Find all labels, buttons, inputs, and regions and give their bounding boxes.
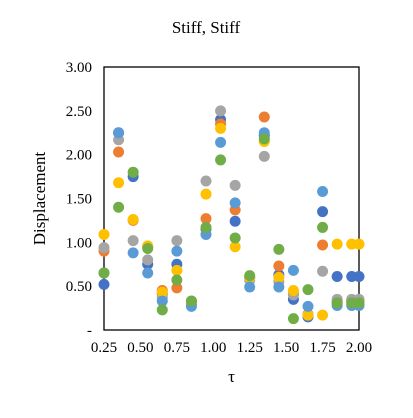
data-point: [127, 235, 139, 247]
data-point: [156, 295, 168, 307]
x-tick-label: 0.50: [127, 340, 153, 356]
data-point: [185, 295, 197, 307]
data-point: [215, 154, 227, 166]
data-point: [113, 201, 125, 213]
data-point: [142, 254, 154, 266]
x-tick-label: 1.75: [309, 340, 335, 356]
data-point: [229, 241, 241, 253]
data-point: [258, 111, 270, 123]
data-point: [171, 274, 183, 286]
data-point: [229, 179, 241, 191]
data-point: [244, 270, 256, 282]
data-point: [127, 247, 139, 259]
data-point: [353, 297, 365, 309]
chart-title: Stiff, Stiff: [172, 18, 241, 37]
data-point: [317, 239, 329, 251]
data-point: [287, 264, 299, 276]
data-point: [353, 271, 365, 283]
data-point: [331, 297, 343, 309]
data-point: [331, 271, 343, 283]
data-point: [113, 146, 125, 158]
data-point: [113, 177, 125, 189]
y-tick-label: 1.00: [66, 235, 92, 251]
data-point: [273, 243, 285, 255]
data-point: [156, 286, 168, 298]
data-point: [317, 185, 329, 197]
data-point: [229, 215, 241, 227]
data-point: [302, 284, 314, 296]
data-point: [302, 300, 314, 312]
x-tick-label: 0.25: [91, 340, 117, 356]
data-points: [98, 105, 365, 325]
data-point: [171, 235, 183, 247]
data-point: [215, 105, 227, 117]
y-axis-title: Displacement: [30, 151, 49, 245]
x-tick-label: 1.50: [273, 340, 299, 356]
data-point: [273, 271, 285, 283]
data-point: [200, 188, 212, 200]
x-tick-label: 1.00: [200, 340, 226, 356]
data-point: [171, 282, 183, 294]
x-tick-label: 1.25: [237, 340, 263, 356]
data-point: [229, 197, 241, 209]
plot-area-border: [103, 66, 360, 331]
data-point: [244, 281, 256, 293]
data-point: [287, 313, 299, 325]
y-tick-label: 2.50: [66, 104, 92, 120]
y-tick-label: 3.00: [66, 60, 92, 76]
data-point: [171, 264, 183, 276]
data-point: [127, 166, 139, 178]
data-point: [317, 221, 329, 233]
data-point: [273, 281, 285, 293]
data-point: [317, 265, 329, 277]
data-point: [98, 242, 110, 254]
data-point: [215, 136, 227, 148]
data-point: [273, 260, 285, 272]
data-point: [331, 238, 343, 250]
y-tick-label: -: [87, 323, 92, 339]
data-point: [200, 175, 212, 187]
data-point: [98, 267, 110, 279]
data-point: [302, 309, 314, 321]
data-point: [98, 228, 110, 240]
data-point: [156, 304, 168, 316]
y-tick-label: 1.50: [66, 192, 92, 208]
data-point: [142, 267, 154, 279]
x-tick-label: 0.75: [164, 340, 190, 356]
data-point: [142, 242, 154, 254]
data-point: [113, 127, 125, 139]
data-point: [229, 232, 241, 244]
data-point: [287, 285, 299, 297]
data-point: [200, 221, 212, 233]
data-point: [98, 278, 110, 290]
y-tick-label: 0.50: [66, 279, 92, 295]
x-axis-title: τ: [228, 367, 235, 386]
data-point: [171, 245, 183, 257]
data-point: [258, 150, 270, 162]
data-point: [200, 213, 212, 225]
y-tick-label: 2.00: [66, 148, 92, 164]
data-point: [258, 133, 270, 145]
x-axis-ticks: 0.25 0.50 0.75 1.00 1.25 1.50 1.75 2.00: [91, 340, 372, 356]
y-axis-ticks: - 0.50 1.00 1.50 2.00 2.50 3.00: [66, 60, 92, 339]
data-point: [317, 309, 329, 321]
data-point: [215, 122, 227, 134]
data-point: [317, 206, 329, 218]
data-point: [127, 214, 139, 226]
x-tick-label: 2.00: [346, 340, 372, 356]
data-point: [353, 238, 365, 250]
